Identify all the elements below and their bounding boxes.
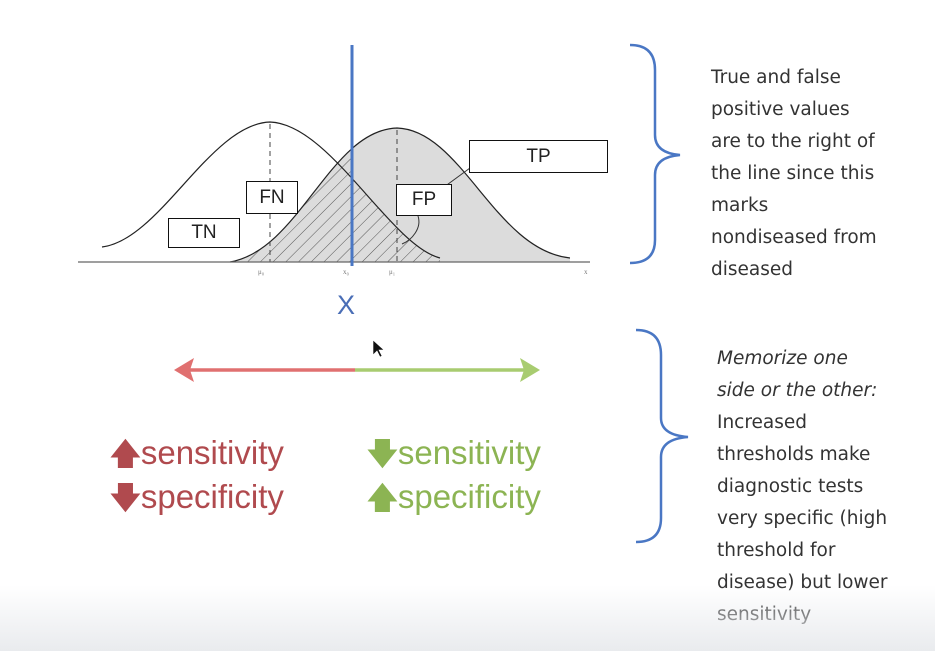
up-arrow-icon: 🡅 [110, 438, 141, 471]
bracket-top [629, 43, 681, 265]
right-sensitivity-down: 🡇sensitivity [367, 432, 541, 476]
right-specificity-word: specificity [397, 478, 541, 515]
arrow-left-head [174, 358, 194, 382]
threshold-x-label: X [337, 290, 356, 320]
right-specificity-up: 🡅specificity [367, 476, 541, 520]
note-line: very specific (high [717, 508, 888, 529]
right-sensitivity-word: sensitivity [397, 434, 541, 471]
bottom-fade [0, 585, 935, 651]
tick-label-mu1: μ₁ [389, 268, 396, 276]
nondiseased-curve [101, 121, 441, 259]
note-line: True and false [711, 67, 841, 88]
note-line: positive values [711, 99, 850, 120]
note-line: thresholds make [717, 444, 871, 465]
note-line: diseased [711, 259, 794, 280]
note-line-italic: side or the other: [717, 380, 878, 401]
false-negative-hatch [230, 148, 352, 262]
arrow-right-head [520, 358, 540, 382]
tick-label-mu0: μ₀ [258, 268, 265, 276]
up-arrow-icon: 🡅 [367, 482, 398, 515]
note-line: nondiseased from [711, 227, 877, 248]
note-line: Increased [717, 412, 808, 433]
bracket-bottom [635, 328, 689, 544]
tick-label-xc: x₀ [343, 268, 349, 276]
left-sensitivity-up: 🡅sensitivity [110, 432, 284, 476]
down-arrow-icon: 🡇 [110, 482, 141, 515]
left-sensitivity-word: sensitivity [140, 434, 284, 471]
note-line: diagnostic tests [717, 476, 864, 497]
mouse-cursor-icon [372, 339, 385, 358]
note-line: marks [711, 195, 769, 216]
note-line-italic: Memorize one [717, 348, 848, 369]
fn-label-box: FN [246, 181, 298, 214]
note-line: threshold for [717, 540, 836, 561]
fp-pointer [401, 215, 420, 245]
tp-label-box: TP [469, 140, 608, 173]
tick-label-x: x [584, 268, 588, 276]
tn-label-box: TN [168, 218, 240, 248]
down-arrow-icon: 🡇 [367, 438, 398, 471]
left-specificity-down: 🡇specificity [110, 476, 284, 520]
note-right-of-line: True and false positive values are to th… [711, 62, 926, 286]
note-line: are to the right of [711, 131, 875, 152]
diseased-curve [229, 127, 571, 263]
fp-label-box: FP [396, 184, 452, 216]
left-specificity-word: specificity [140, 478, 284, 515]
false-positive-hatch [352, 178, 440, 262]
note-line: the line since this [711, 163, 875, 184]
